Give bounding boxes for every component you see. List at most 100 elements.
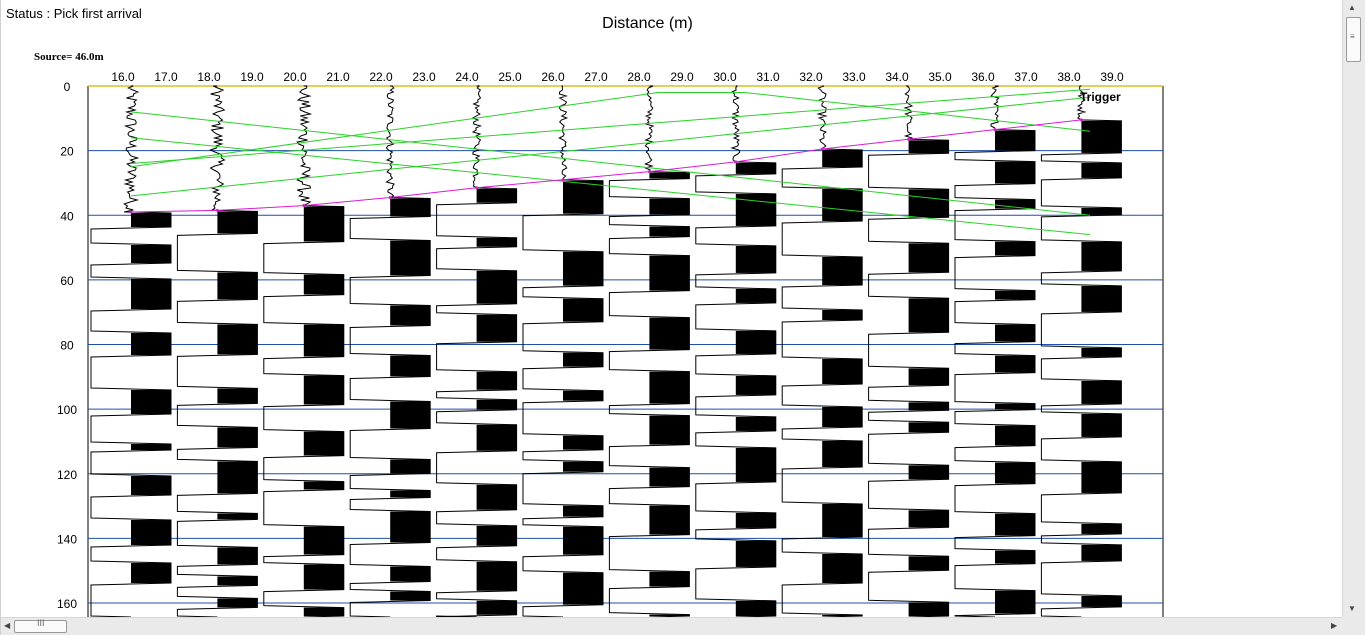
- trace-fill: [563, 435, 603, 450]
- pick-point: [561, 178, 565, 182]
- seismogram-chart[interactable]: 0 20 40 60 80 100 120 140 160 16.0 17.0 18.0 19.0 20.…: [1, 0, 1342, 617]
- guide-line: [130, 91, 659, 168]
- vertical-scrollbar[interactable]: ▲ ≡ ▼: [1342, 0, 1365, 617]
- trace-fill: [217, 427, 258, 448]
- trace-fill: [390, 355, 431, 377]
- trace-fill: [1081, 544, 1122, 561]
- x-tick-label: 38.0: [1057, 70, 1081, 84]
- trace-fill: [131, 520, 171, 546]
- trace-fill: [1081, 162, 1122, 178]
- scroll-down-arrow-icon[interactable]: ▼: [1348, 604, 1356, 613]
- x-tick-label: 32.0: [799, 70, 823, 84]
- trace-fill: [476, 314, 517, 342]
- trace-fill: [649, 467, 690, 487]
- trace-fill: [908, 510, 949, 528]
- trace-fill: [1081, 241, 1122, 271]
- trace-fill: [649, 172, 690, 179]
- trace-fill: [995, 550, 1035, 564]
- trace-fill: [131, 333, 171, 356]
- y-tick-label: 80: [60, 339, 74, 353]
- pick-point: [129, 210, 133, 214]
- horizontal-scroll-thumb[interactable]: [14, 620, 67, 633]
- trace-fill: [735, 162, 776, 174]
- y-tick-label: 60: [60, 274, 74, 288]
- guide-line: [130, 88, 1091, 165]
- trace-fill: [217, 388, 258, 404]
- trace-20: [263, 85, 345, 617]
- trace-fill: [1081, 347, 1122, 357]
- trace-fill: [1081, 120, 1122, 153]
- pick-point: [1079, 118, 1083, 122]
- vertical-scroll-thumb[interactable]: [1346, 17, 1361, 62]
- trace-fill: [908, 465, 949, 480]
- trace-fill: [131, 213, 171, 228]
- trace-fill: [995, 324, 1035, 342]
- trace-fill: [735, 288, 776, 303]
- trace-fill: [476, 371, 517, 390]
- trace-fill: [908, 298, 949, 333]
- trace-fill: [1081, 380, 1122, 404]
- trace-fill: [822, 441, 863, 468]
- trace-fill: [735, 600, 776, 616]
- trace-fill: [476, 525, 517, 546]
- trace-fill: [822, 150, 863, 168]
- trace-fill: [1081, 413, 1122, 437]
- trace-fill: [563, 572, 603, 605]
- x-tick-label: 28.0: [627, 70, 651, 84]
- trace-fill: [303, 206, 344, 242]
- first-arrival-pick-line: [130, 119, 1082, 213]
- trigger-label: Trigger: [1080, 90, 1121, 104]
- chart-title: Distance (m): [602, 15, 693, 32]
- scroll-left-arrow-icon[interactable]: ◀: [4, 621, 11, 630]
- trace-fill: [995, 462, 1035, 484]
- trace-fill: [131, 390, 171, 415]
- scroll-corner: [1342, 617, 1365, 635]
- pick-point: [388, 195, 392, 199]
- trace-fill: [995, 590, 1035, 614]
- pick-point: [734, 160, 738, 164]
- x-tick-label: 19.0: [240, 70, 264, 84]
- trace-fill: [649, 226, 690, 237]
- pick-point: [820, 147, 824, 151]
- trace-fill: [1081, 285, 1122, 312]
- trace-fill: [735, 512, 776, 528]
- horizontal-scrollbar[interactable]: ◀ III ▶: [1, 617, 1342, 635]
- pick-point: [302, 204, 306, 208]
- trace-fill: [735, 416, 776, 431]
- y-tick-label: 0: [64, 80, 71, 94]
- trace-fill: [563, 352, 603, 367]
- scroll-up-arrow-icon[interactable]: ▲: [1348, 3, 1356, 12]
- trace-fill: [476, 399, 517, 410]
- trace-34: [868, 85, 950, 617]
- trace-fill: [303, 324, 344, 357]
- pick-point: [215, 208, 219, 212]
- pick-point: [475, 186, 479, 190]
- y-tick-label: 100: [57, 403, 77, 417]
- trace-fill: [217, 461, 258, 494]
- guide-line: [744, 91, 1091, 132]
- trace-fill: [303, 607, 344, 616]
- trace-fill: [476, 561, 517, 591]
- trace-fill: [1081, 595, 1122, 607]
- trace-fill: [217, 598, 258, 608]
- trace-fill: [649, 198, 690, 215]
- scroll-right-arrow-icon[interactable]: ▶: [1331, 621, 1338, 630]
- trace-fill: [131, 279, 171, 310]
- trace-fill: [217, 576, 258, 586]
- y-tick-label: 140: [57, 532, 77, 546]
- x-tick-label: 26.0: [541, 70, 565, 84]
- trace-fill: [476, 237, 517, 247]
- trace-fill: [1081, 461, 1122, 493]
- trace-fill: [822, 310, 863, 321]
- x-tick-label: 29.0: [670, 70, 694, 84]
- trace-fill: [476, 424, 517, 451]
- y-tick-label: 120: [57, 468, 77, 482]
- x-tick-label: 31.0: [756, 70, 780, 84]
- source-label: Source= 46.0m: [34, 51, 104, 63]
- trace-fill: [649, 505, 690, 535]
- status-text: Status : Pick first arrival: [6, 6, 142, 21]
- trace-fill: [822, 359, 863, 385]
- trace-fill: [735, 540, 776, 567]
- trace-fill: [995, 199, 1035, 209]
- trace-fill: [303, 431, 344, 456]
